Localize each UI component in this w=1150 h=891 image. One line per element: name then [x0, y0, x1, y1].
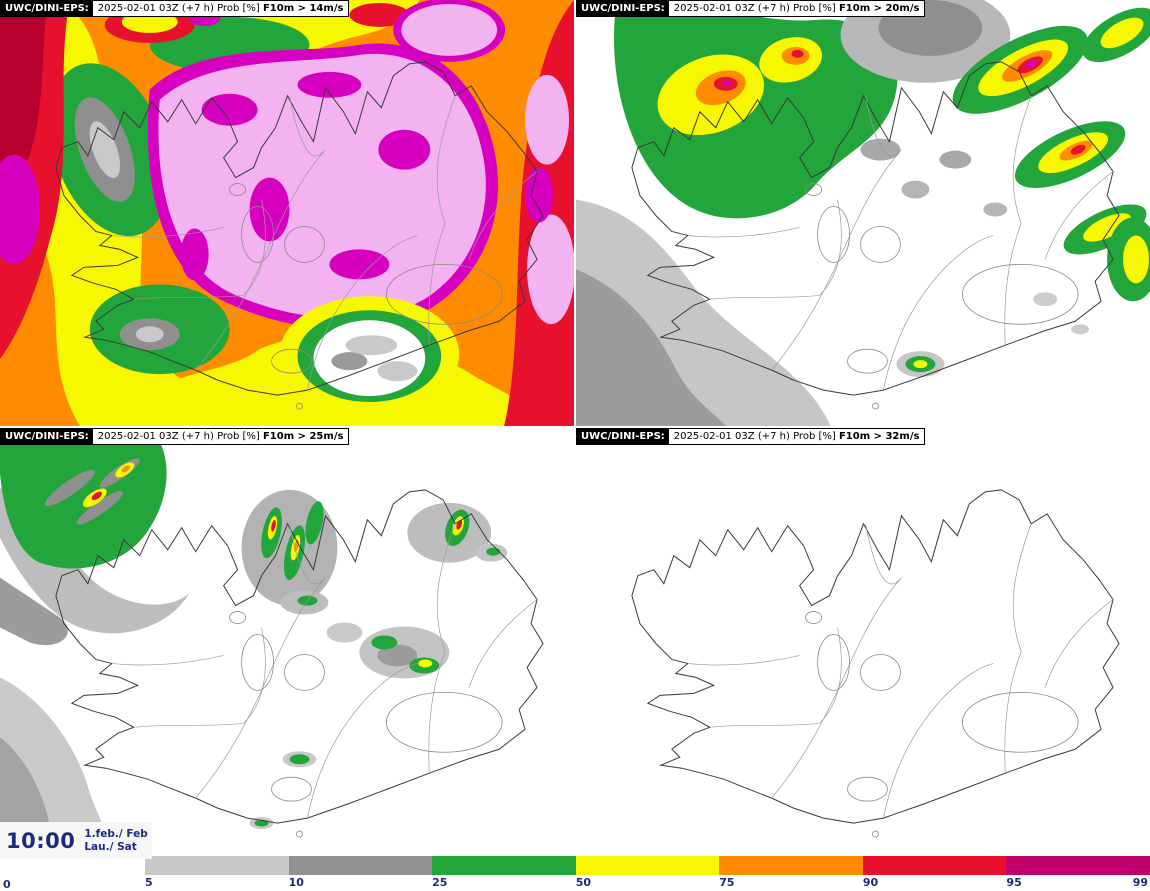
legend-strip: 0 5 10 25 50 75 90 95 99 — [0, 854, 1150, 891]
run-time: 2025-02-01 03Z — [97, 431, 179, 442]
lead-time: (+7 h) — [181, 431, 214, 442]
threshold-label: F10m > 20m/s — [838, 3, 920, 14]
threshold-label: F10m > 25m/s — [262, 431, 344, 442]
run-time: 2025-02-01 03Z — [97, 3, 179, 14]
product-label: UWC/DINI-EPS: — [577, 429, 669, 444]
valid-date: 1.feb./ Feb Lau./ Sat — [84, 828, 147, 853]
quantity-label: Prob [%] — [793, 431, 836, 442]
quantity-label: Prob [%] — [793, 3, 836, 14]
map-panel-f10m-20: UWC/DINI-EPS: 2025-02-01 03Z (+7 h) Prob… — [576, 0, 1150, 426]
probability-map-25ms — [0, 428, 574, 854]
colorbar-segment-95-99 — [1006, 856, 1150, 875]
panel-title-14ms: UWC/DINI-EPS: 2025-02-01 03Z (+7 h) Prob… — [0, 0, 350, 17]
colorbar-tick-50: 50 — [575, 876, 592, 889]
panel-title-20ms: UWC/DINI-EPS: 2025-02-01 03Z (+7 h) Prob… — [576, 0, 926, 17]
map-grid: UWC/DINI-EPS: 2025-02-01 03Z (+7 h) Prob… — [0, 0, 1150, 854]
probability-map-20ms — [576, 0, 1150, 426]
colorbar-segment-5-10 — [145, 856, 289, 875]
product-label: UWC/DINI-EPS: — [1, 429, 93, 444]
colorbar-tick-5: 5 — [145, 876, 153, 889]
colorbar-ticks: 5 10 25 50 75 90 95 99 — [145, 876, 1150, 890]
valid-time-stamp: 10:00 1.feb./ Feb Lau./ Sat — [0, 822, 152, 859]
colorbar-tick-90: 90 — [862, 876, 879, 889]
run-time: 2025-02-01 03Z — [673, 431, 755, 442]
map-panel-f10m-32: UWC/DINI-EPS: 2025-02-01 03Z (+7 h) Prob… — [576, 428, 1150, 854]
product-label: UWC/DINI-EPS: — [1, 1, 93, 16]
colorbar-segment-75-90 — [719, 856, 863, 875]
valid-date-line: 1.feb./ Feb — [84, 828, 148, 840]
colorbar-tick-99: 99 — [1132, 876, 1148, 889]
colorbar-tick-75: 75 — [719, 876, 735, 889]
panel-meta: 2025-02-01 03Z (+7 h) Prob [%] F10m > 20… — [669, 1, 925, 16]
panel-meta: 2025-02-01 03Z (+7 h) Prob [%] F10m > 25… — [93, 429, 349, 444]
valid-time: 10:00 — [6, 828, 76, 853]
colorbar-segment-10-25 — [288, 856, 433, 875]
colorbar-segment-90-95 — [862, 856, 1007, 875]
run-time: 2025-02-01 03Z — [673, 3, 755, 14]
colorbar-tick-0: 0 — [3, 878, 11, 891]
colorbar-tick-10: 10 — [288, 876, 304, 889]
map-panel-f10m-14: UWC/DINI-EPS: 2025-02-01 03Z (+7 h) Prob… — [0, 0, 574, 426]
probability-map-14ms — [0, 0, 574, 426]
product-label: UWC/DINI-EPS: — [577, 1, 669, 16]
lead-time: (+7 h) — [757, 3, 790, 14]
lead-time: (+7 h) — [757, 431, 790, 442]
quantity-label: Prob [%] — [217, 3, 260, 14]
colorbar-tick-25: 25 — [432, 876, 448, 889]
threshold-label: F10m > 32m/s — [838, 431, 920, 442]
panel-meta: 2025-02-01 03Z (+7 h) Prob [%] F10m > 32… — [669, 429, 925, 444]
panel-title-32ms: UWC/DINI-EPS: 2025-02-01 03Z (+7 h) Prob… — [576, 428, 926, 445]
panel-title-25ms: UWC/DINI-EPS: 2025-02-01 03Z (+7 h) Prob… — [0, 428, 350, 445]
quantity-label: Prob [%] — [217, 431, 260, 442]
map-panel-f10m-25: UWC/DINI-EPS: 2025-02-01 03Z (+7 h) Prob… — [0, 428, 574, 854]
threshold-label: F10m > 14m/s — [262, 3, 344, 14]
colorbar-segment-25-50 — [432, 856, 576, 875]
colorbar-segment-50-75 — [575, 856, 720, 875]
panel-meta: 2025-02-01 03Z (+7 h) Prob [%] F10m > 14… — [93, 1, 349, 16]
colorbar — [145, 856, 1150, 875]
colorbar-tick-95: 95 — [1006, 876, 1022, 889]
probability-map-32ms — [576, 428, 1150, 854]
valid-day-line: Lau./ Sat — [84, 840, 137, 853]
lead-time: (+7 h) — [181, 3, 214, 14]
